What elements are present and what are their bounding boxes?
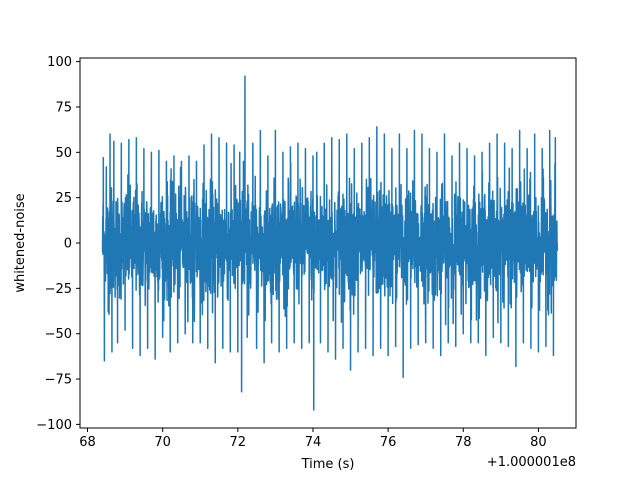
x-tick-label: 70 bbox=[154, 435, 171, 450]
x-tick-label: 80 bbox=[530, 435, 547, 450]
y-axis: −100 −75 −50 −25 0 25 50 75 100 bbox=[36, 55, 80, 433]
x-tick-label: 72 bbox=[230, 435, 247, 450]
y-tick-label: 100 bbox=[47, 55, 72, 70]
y-tick-label: 25 bbox=[55, 191, 72, 206]
y-tick-label: 75 bbox=[55, 100, 72, 115]
x-offset-label: +1.000001e8 bbox=[487, 455, 576, 470]
y-tick-label: −50 bbox=[45, 327, 72, 342]
x-tick-label: 76 bbox=[380, 435, 397, 450]
x-tick-label: 74 bbox=[305, 435, 322, 450]
y-tick-label: −100 bbox=[36, 418, 72, 433]
y-tick-label: 0 bbox=[64, 237, 72, 252]
series-line bbox=[101, 75, 558, 411]
y-axis-label: whitened-noise bbox=[13, 193, 28, 292]
plot-data-layer bbox=[101, 75, 558, 411]
y-tick-label: 50 bbox=[55, 146, 72, 161]
y-tick-label: −75 bbox=[45, 373, 72, 388]
y-tick-label: −25 bbox=[45, 282, 72, 297]
x-axis: 68 70 72 74 76 78 80 bbox=[79, 428, 547, 450]
x-axis-label: Time (s) bbox=[301, 457, 355, 472]
x-tick-label: 78 bbox=[455, 435, 472, 450]
x-tick-label: 68 bbox=[79, 435, 96, 450]
